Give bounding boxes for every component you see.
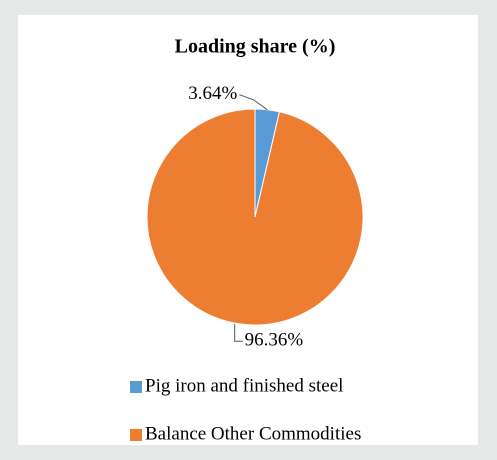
leader-line [234,324,243,342]
legend-label: Balance Other Commodities [145,423,361,444]
legend-swatch [130,429,142,441]
data-label: 96.36% [245,330,304,351]
pie-slice [146,108,364,326]
leader-line [239,94,268,111]
data-label: 3.64% [188,83,237,104]
legend-label: Pig iron and finished steel [145,375,343,396]
chart-title: Loading share (%) [175,36,336,58]
legend-swatch [130,381,142,393]
